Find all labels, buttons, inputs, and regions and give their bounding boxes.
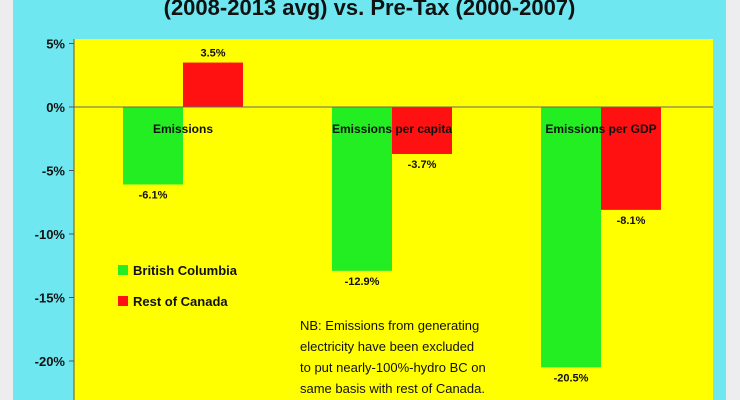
plot-area	[74, 39, 713, 400]
note-line: to put nearly-100%-hydro BC on	[300, 360, 486, 375]
bar-rest-of-canada	[392, 107, 452, 154]
note-line: NB: Emissions from generating	[300, 318, 479, 333]
category-label: Emissions per capita	[332, 122, 452, 136]
legend-label: British Columbia	[133, 263, 238, 278]
chart-title: (2008-2013 avg) vs. Pre-Tax (2000-2007)	[163, 0, 576, 20]
bar-rest-of-canada	[601, 107, 661, 210]
legend-swatch	[118, 296, 128, 306]
bar-british-columbia	[123, 107, 183, 185]
note-line: same basis with rest of Canada.	[300, 381, 485, 396]
data-label: 3.5%	[200, 48, 225, 60]
note-line: electricity have been excluded	[300, 339, 474, 354]
category-label: Emissions	[153, 122, 213, 136]
y-tick-label: 5%	[46, 37, 65, 52]
bar-british-columbia	[541, 107, 601, 368]
data-label: -8.1%	[617, 215, 646, 227]
bar-british-columbia	[332, 107, 392, 271]
legend-swatch	[118, 265, 128, 275]
y-tick-label: -5%	[42, 164, 66, 179]
data-label: -20.5%	[554, 372, 589, 384]
data-label: -3.7%	[408, 159, 437, 171]
y-tick-label: 0%	[46, 100, 65, 115]
y-tick-label: -10%	[35, 227, 66, 242]
data-label: -6.1%	[139, 189, 168, 201]
y-tick-label: -20%	[35, 354, 66, 369]
y-tick-label: -15%	[35, 291, 66, 306]
legend-label: Rest of Canada	[133, 294, 228, 309]
category-label: Emissions per GDP	[545, 122, 656, 136]
bar-rest-of-canada	[183, 62, 243, 107]
data-label: -12.9%	[345, 276, 380, 288]
